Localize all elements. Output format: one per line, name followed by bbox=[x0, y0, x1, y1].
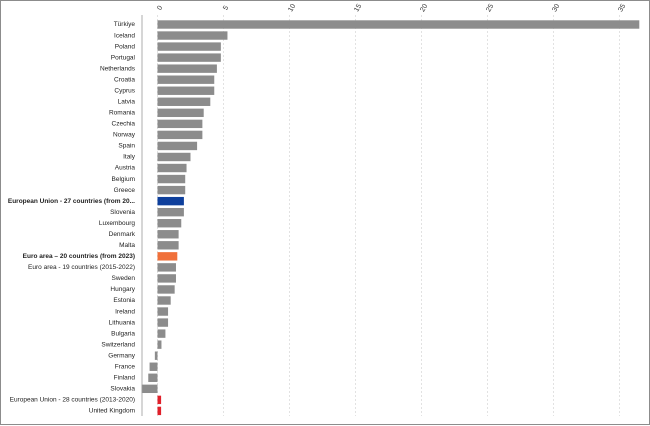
category-label-finland: Finland bbox=[114, 374, 136, 381]
category-label-european-union-27-countries-from-20: European Union - 27 countries (from 20..… bbox=[8, 198, 135, 205]
x-tick-label-25: 25 bbox=[485, 3, 495, 13]
bar-poland[interactable] bbox=[157, 42, 221, 51]
bar-greece[interactable] bbox=[157, 185, 186, 195]
category-label-denmark: Denmark bbox=[109, 231, 136, 238]
category-label-slovenia: Slovenia bbox=[110, 209, 135, 216]
x-tick-label-30: 30 bbox=[551, 3, 561, 13]
category-label-euro-area-20-countries-from-2023: Euro area – 20 countries (from 2023) bbox=[23, 253, 135, 260]
category-label-luxembourg: Luxembourg bbox=[99, 220, 136, 227]
bar-switzerland[interactable] bbox=[157, 340, 162, 349]
bar-portugal[interactable] bbox=[157, 53, 221, 62]
category-label-estonia: Estonia bbox=[113, 297, 135, 304]
bar-germany[interactable] bbox=[154, 351, 158, 360]
bar-czechia[interactable] bbox=[157, 119, 203, 129]
bar-malta[interactable] bbox=[157, 241, 179, 250]
category-label-european-union-28-countries-2013-2020: European Union - 28 countries (2013-2020… bbox=[10, 397, 135, 404]
category-label-romania: Romania bbox=[109, 110, 135, 117]
bar-slovenia[interactable] bbox=[157, 207, 184, 217]
category-label-cyprus: Cyprus bbox=[114, 87, 135, 94]
category-label-latvia: Latvia bbox=[118, 98, 136, 105]
bar-sweden[interactable] bbox=[157, 274, 176, 283]
category-label-italy: Italy bbox=[123, 154, 136, 161]
category-label-iceland: Iceland bbox=[114, 32, 135, 39]
bar-finland[interactable] bbox=[148, 373, 158, 382]
category-label-spain: Spain bbox=[118, 143, 135, 150]
category-label-norway: Norway bbox=[113, 132, 136, 139]
bar-united-kingdom[interactable] bbox=[157, 406, 162, 416]
category-label-belgium: Belgium bbox=[112, 176, 135, 183]
bar-netherlands[interactable] bbox=[157, 64, 217, 73]
category-label-france: France bbox=[115, 363, 136, 370]
category-label-bulgaria: Bulgaria bbox=[111, 330, 135, 337]
bar-lithuania[interactable] bbox=[157, 318, 169, 327]
x-axis-ticks: 0 5 10 15 20 25 30 35 bbox=[156, 3, 627, 13]
bar-norway[interactable] bbox=[157, 130, 203, 140]
bar-estonia[interactable] bbox=[157, 296, 171, 305]
category-label-czechia: Czechia bbox=[112, 121, 136, 128]
category-label-hungary: Hungary bbox=[110, 286, 135, 293]
category-label-lithuania: Lithuania bbox=[109, 319, 136, 326]
bar-bulgaria[interactable] bbox=[157, 329, 166, 338]
x-tick-label-20: 20 bbox=[419, 3, 429, 13]
category-label-poland: Poland bbox=[115, 43, 136, 50]
bar-spain[interactable] bbox=[157, 141, 198, 151]
category-label-greece: Greece bbox=[114, 187, 136, 194]
category-label-austria: Austria bbox=[115, 165, 136, 172]
bar-belgium[interactable] bbox=[157, 174, 186, 184]
bar-european-union-28-countries-2013-2020[interactable] bbox=[157, 395, 162, 405]
bar-romania[interactable] bbox=[157, 108, 204, 118]
x-tick-label-5: 5 bbox=[222, 5, 230, 12]
x-tick-label-15: 15 bbox=[353, 3, 363, 13]
bar-slovakia[interactable] bbox=[141, 384, 158, 394]
category-label-switzerland: Switzerland bbox=[101, 341, 135, 348]
x-tick-label-0: 0 bbox=[156, 5, 164, 12]
bar-euro-area-19-countries-2015-2022[interactable] bbox=[157, 263, 176, 272]
bar-france[interactable] bbox=[149, 362, 158, 371]
bar-ireland[interactable] bbox=[157, 307, 169, 316]
bar-luxembourg[interactable] bbox=[157, 219, 182, 228]
category-label-euro-area-19-countries-2015-2022: Euro area - 19 countries (2015-2022) bbox=[28, 264, 135, 271]
bar-iceland[interactable] bbox=[157, 31, 228, 40]
bar-italy[interactable] bbox=[157, 152, 191, 162]
bar-austria[interactable] bbox=[157, 163, 187, 173]
gridlines bbox=[157, 15, 620, 416]
bar-hungary[interactable] bbox=[157, 285, 175, 294]
category-label-portugal: Portugal bbox=[111, 54, 136, 61]
category-label-germany: Germany bbox=[108, 352, 135, 359]
category-labels: Türkiye Iceland Poland Portugal Netherlands C… bbox=[8, 21, 136, 414]
bar-european-union-27-countries-from-20[interactable] bbox=[157, 196, 184, 206]
category-label-netherlands: Netherlands bbox=[100, 65, 136, 72]
bar-croatia[interactable] bbox=[157, 75, 215, 84]
bar-latvia[interactable] bbox=[157, 97, 211, 106]
bar-euro-area-20-countries-from-2023[interactable] bbox=[157, 252, 178, 261]
category-label-t-rkiye: Türkiye bbox=[114, 21, 136, 28]
x-tick-label-35: 35 bbox=[617, 3, 627, 13]
bar-denmark[interactable] bbox=[157, 230, 179, 239]
category-label-slovakia: Slovakia bbox=[110, 386, 135, 393]
x-tick-label-10: 10 bbox=[287, 3, 297, 13]
category-label-united-kingdom: United Kingdom bbox=[89, 408, 135, 415]
bar-t-rkiye[interactable] bbox=[157, 20, 640, 29]
category-label-sweden: Sweden bbox=[112, 275, 136, 282]
bars bbox=[141, 20, 640, 416]
category-label-malta: Malta bbox=[119, 242, 135, 249]
bar-cyprus[interactable] bbox=[157, 86, 215, 95]
category-label-croatia: Croatia bbox=[114, 76, 135, 83]
category-label-ireland: Ireland bbox=[115, 308, 135, 315]
